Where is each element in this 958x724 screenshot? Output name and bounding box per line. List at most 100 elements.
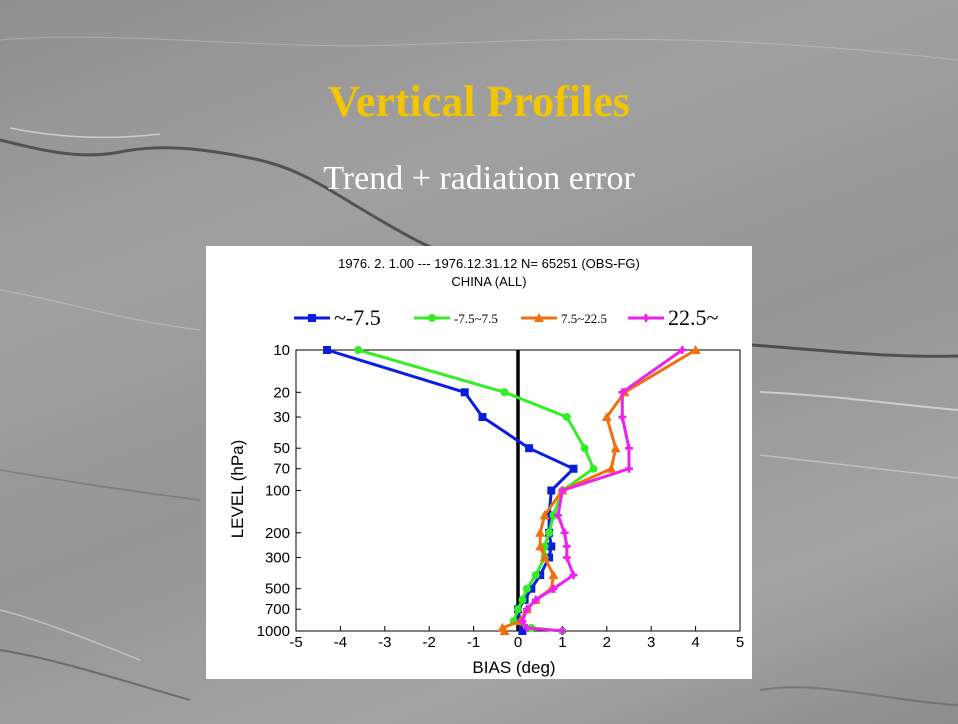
series-2-point: [514, 605, 522, 614]
y-tick-label: 500: [265, 581, 290, 598]
series-1-point: [547, 542, 556, 551]
series-2-point: [522, 584, 531, 593]
series-4-point-dot: [555, 512, 561, 518]
series-3-point: [539, 510, 550, 520]
series-1-point: [518, 627, 527, 635]
series-2-point: [549, 511, 558, 520]
series-1-point: [460, 388, 469, 397]
y-tick-label: 30: [273, 409, 290, 426]
series-4-point-dot: [626, 445, 632, 451]
series-4-point-dot: [551, 586, 557, 592]
series-1: [323, 346, 578, 635]
series-1-point: [478, 413, 487, 422]
series-3-point: [535, 527, 546, 537]
x-tick-label: -1: [467, 634, 480, 651]
series-2-point: [589, 464, 598, 473]
series-4-point-dot: [524, 625, 530, 631]
series-3-point: [535, 541, 546, 551]
legend-marker-4-dot: [643, 315, 649, 321]
series-4: [518, 346, 687, 635]
series-4-point-dot: [524, 606, 530, 612]
slide-title: Vertical Profiles: [328, 77, 630, 126]
y-tick-label: 1000: [257, 623, 290, 640]
series-4-line: [520, 348, 684, 633]
y-tick-label: 300: [265, 550, 290, 567]
series-2-point: [531, 571, 540, 580]
x-tick-label: -2: [423, 634, 436, 651]
y-tick-label: 200: [265, 525, 290, 542]
series-1-point: [525, 444, 534, 453]
series-1-line: [326, 348, 575, 632]
x-tick-label: 3: [647, 634, 655, 651]
x-tick-label: -3: [378, 634, 391, 651]
series-1-point: [569, 464, 578, 473]
series-2-point: [545, 528, 554, 537]
x-tick-label: 2: [603, 634, 611, 651]
y-tick-label: 10: [273, 342, 290, 359]
profile-chart: 1976. 2. 1.00 --- 1976.12.31.12 N= 65251…: [228, 256, 745, 677]
series-4-point-dot: [562, 530, 568, 536]
x-axis-label: BIAS (deg): [472, 658, 555, 677]
y-tick-label: 70: [273, 461, 290, 478]
series-4-point-dot: [564, 543, 570, 549]
series-3-point: [499, 626, 510, 635]
series-2-point: [580, 444, 589, 453]
series-3-point: [601, 412, 612, 422]
series-1-point: [536, 571, 545, 580]
series-4-point-dot: [571, 572, 576, 578]
series-1-point: [545, 553, 554, 562]
x-tick-label: 5: [736, 634, 744, 651]
x-tick-label: -5: [289, 634, 302, 651]
y-axis-label: LEVEL (hPa): [228, 440, 247, 539]
series-1-point: [323, 346, 332, 354]
legend-marker-1: [308, 314, 316, 322]
x-tick-label: 4: [691, 634, 699, 651]
series-4-point-dot: [619, 414, 625, 420]
series-3-point: [548, 570, 559, 580]
series-layer: [323, 345, 701, 635]
series-3-point: [610, 443, 621, 453]
series-2-line: [357, 348, 595, 633]
series-2-point: [518, 595, 527, 604]
series-4-point-dot: [533, 597, 539, 603]
x-tick-label: 0: [514, 634, 522, 651]
legend-marker-3: [534, 313, 544, 322]
series-4-point-dot: [626, 466, 632, 472]
series-2-point: [354, 346, 363, 354]
series-1-point: [547, 486, 556, 495]
series-4-point-dot: [519, 618, 525, 624]
chart-header-line2: CHINA (ALL): [451, 274, 526, 289]
series-3-point: [606, 463, 617, 473]
series-3-point: [539, 552, 550, 562]
y-tick-label: 20: [273, 384, 290, 401]
y-tick-label: 50: [273, 440, 290, 457]
series-4-point-dot: [559, 628, 565, 634]
x-tick-label: 1: [558, 634, 566, 651]
series-2-point: [500, 388, 509, 397]
chart-panel: 1976. 2. 1.00 --- 1976.12.31.12 N= 65251…: [206, 246, 752, 679]
chart-legend: ~-7.5 -7.5~7.5 7.5~22.5 22.5~: [294, 305, 719, 330]
plot-area: [295, 349, 741, 632]
x-tick-label: -4: [334, 634, 347, 651]
series-2: [354, 346, 598, 635]
series-4-point-dot: [564, 555, 570, 561]
slide-subtitle: Trend + radiation error: [323, 160, 635, 197]
series-1-point: [527, 584, 536, 593]
series-4-point-dot: [679, 347, 685, 353]
y-tick-label: 100: [265, 483, 290, 500]
chart-header-line1: 1976. 2. 1.00 --- 1976.12.31.12 N= 65251…: [338, 256, 640, 271]
series-2-point: [562, 413, 571, 422]
legend-label-4: 22.5~: [668, 305, 719, 330]
series-4-point-dot: [559, 488, 565, 493]
series-3-point: [690, 345, 701, 354]
axis-ticks: -5 -4 -3 -2 -1 0 1 2 3 4 5 10 20 30 50 70 100 200 300 500 70…: [257, 342, 745, 651]
series-4-point-dot: [619, 389, 625, 395]
y-tick-label: 700: [265, 601, 290, 618]
series-1-point: [545, 511, 554, 520]
legend-marker-2: [428, 314, 436, 322]
legend-label-3: 7.5~22.5: [561, 311, 607, 326]
legend-label-1: ~-7.5: [334, 305, 381, 330]
legend-label-2: -7.5~7.5: [454, 311, 498, 326]
